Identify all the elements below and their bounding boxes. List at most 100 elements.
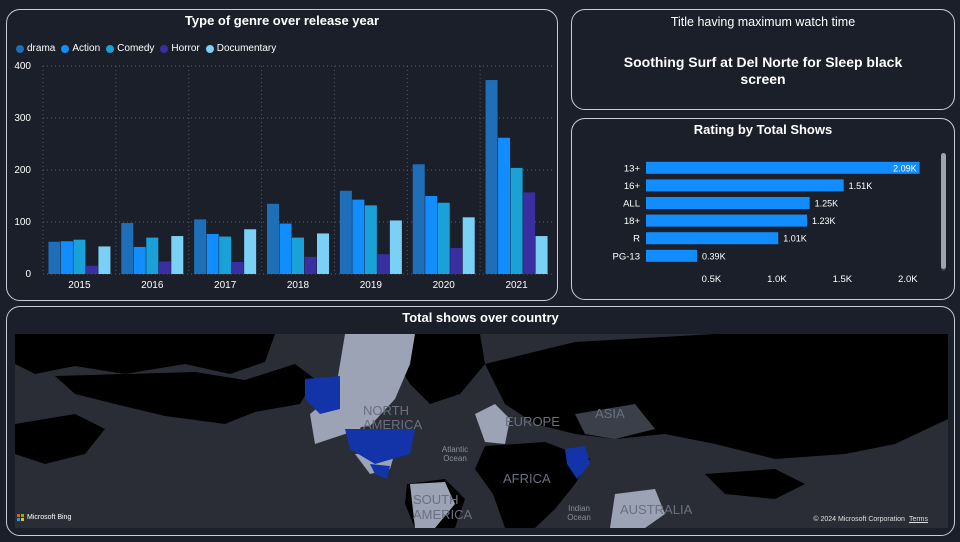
legend-item-documentary[interactable]: Documentary (205, 43, 277, 54)
terms-link[interactable]: Terms (908, 516, 928, 523)
legend-label: drama (27, 43, 56, 54)
bar-horror-2015[interactable] (85, 265, 98, 274)
legend-dot (160, 44, 169, 53)
rating-bar-13+[interactable] (646, 161, 920, 174)
bar-drama-2015[interactable] (48, 241, 61, 274)
y-tick-label: 400 (14, 61, 31, 72)
map-copyright: © 2024 Microsoft Corporation Terms (813, 516, 928, 523)
land-sa-grey (410, 482, 455, 528)
bar-action-2015[interactable] (60, 241, 73, 274)
map-svg (15, 334, 948, 528)
rating-category-label: 16+ (624, 181, 641, 192)
rating-x-tick: 1.0K (767, 274, 787, 285)
bar-action-2019[interactable] (352, 199, 365, 274)
bar-documentary-2019[interactable] (389, 220, 402, 274)
legend-item-horror[interactable]: Horror (160, 43, 200, 54)
land-arctic (15, 334, 275, 374)
bar-comedy-2015[interactable] (73, 239, 86, 274)
rating-data-label: 1.23K (812, 216, 836, 226)
rating-data-label: 1.51K (849, 181, 873, 191)
x-tick-label: 2019 (360, 280, 383, 291)
rating-chart-panel: Rating by Total Shows 13+ 2.09K 16+ 1.51K AL… (571, 118, 955, 300)
rating-category-label: ALL (623, 199, 640, 210)
rating-category-label: 13+ (624, 163, 641, 174)
rating-category-label: R (633, 234, 640, 245)
legend-dot (16, 44, 24, 53)
genre-chart-title: Type of genre over release year (184, 13, 380, 28)
bar-horror-2018[interactable] (304, 256, 317, 274)
bing-label: Microsoft Bing (27, 514, 72, 521)
y-tick-label: 100 (14, 217, 31, 228)
rating-bar-chart: 13+ 2.09K 16+ 1.51K ALL 1.25K 18+ 1.23K R 1.01K PG… (613, 161, 920, 285)
country-india (565, 446, 590, 479)
y-tick-label: 300 (14, 113, 31, 124)
land-asia-grey (575, 404, 655, 439)
x-tick-label: 2021 (505, 280, 528, 291)
bar-action-2020[interactable] (425, 196, 438, 274)
rating-bar-16+[interactable] (646, 179, 844, 192)
bar-documentary-2016[interactable] (171, 236, 184, 274)
bar-comedy-2018[interactable] (292, 237, 304, 274)
land-alaska (15, 414, 105, 464)
bar-drama-2017[interactable] (194, 219, 207, 274)
map-label-asia: ASIA (595, 406, 625, 421)
x-tick-label: 2020 (433, 280, 456, 291)
bar-horror-2019[interactable] (377, 254, 390, 274)
bar-drama-2021[interactable] (485, 80, 498, 274)
map-label-south-america: SOUTH AMERICA (413, 492, 473, 522)
microsoft-logo-icon (17, 514, 24, 521)
bar-action-2017[interactable] (206, 233, 219, 274)
rating-category-label: PG-13 (613, 251, 640, 262)
x-tick-label: 2017 (214, 280, 237, 291)
bar-documentary-2020[interactable] (462, 217, 475, 274)
bar-comedy-2020[interactable] (437, 202, 450, 274)
bar-action-2018[interactable] (279, 223, 292, 274)
bar-documentary-2021[interactable] (535, 236, 548, 274)
land-australia-grey (610, 489, 665, 528)
rating-chart-title: Rating by Total Shows (693, 122, 833, 137)
bar-action-2021[interactable] (498, 137, 511, 274)
rating-bar-18+[interactable] (646, 214, 808, 227)
rating-bar-R[interactable] (646, 232, 779, 245)
bar-drama-2016[interactable] (121, 223, 134, 274)
bar-comedy-2021[interactable] (510, 167, 523, 274)
bar-documentary-2017[interactable] (244, 229, 257, 274)
rating-data-label: 0.39K (702, 251, 726, 261)
rating-data-label: 1.25K (815, 199, 839, 209)
legend-label: Documentary (216, 43, 277, 54)
scrollbar-thumb[interactable] (941, 153, 946, 269)
bar-documentary-2015[interactable] (98, 246, 111, 274)
rating-bar-PG-13[interactable] (646, 249, 698, 262)
legend-dot (205, 44, 214, 53)
rating-x-tick: 2.0K (898, 274, 918, 285)
legend-item-drama[interactable]: drama (16, 43, 55, 54)
rating-scrollbar[interactable] (941, 153, 946, 271)
bar-documentary-2018[interactable] (317, 233, 329, 274)
bar-horror-2017[interactable] (231, 262, 244, 274)
bar-horror-2016[interactable] (158, 261, 171, 274)
bar-comedy-2019[interactable] (364, 205, 377, 274)
bar-drama-2019[interactable] (339, 190, 352, 274)
rating-bar-ALL[interactable] (646, 197, 810, 209)
rating-x-tick: 0.5K (702, 274, 722, 285)
max-watch-card: Title having maximum watch time Soothing… (571, 9, 955, 110)
bar-comedy-2016[interactable] (146, 237, 159, 274)
bar-drama-2020[interactable] (412, 164, 425, 274)
bar-horror-2021[interactable] (523, 192, 536, 274)
bar-comedy-2017[interactable] (219, 236, 232, 274)
bar-horror-2020[interactable] (450, 248, 463, 274)
world-map[interactable]: NORTH AMERICA EUROPE ASIA AFRICA SOUTH A… (15, 334, 948, 528)
y-tick-label: 200 (14, 165, 31, 176)
legend-item-action[interactable]: Action (61, 43, 100, 54)
rating-x-tick: 1.5K (833, 274, 853, 285)
rating-data-label: 2.09K (893, 163, 917, 173)
bar-action-2016[interactable] (133, 246, 146, 274)
bar-drama-2018[interactable] (267, 203, 279, 274)
map-label-atlantic: Atlantic Ocean (441, 445, 469, 463)
legend-label: Action (72, 43, 101, 54)
max-watch-title: Title having maximum watch time (670, 15, 856, 29)
country-mexico (370, 464, 390, 479)
x-tick-label: 2015 (68, 280, 91, 291)
map-panel: Total shows over country (6, 306, 955, 536)
legend-item-comedy[interactable]: Comedy (106, 43, 154, 54)
